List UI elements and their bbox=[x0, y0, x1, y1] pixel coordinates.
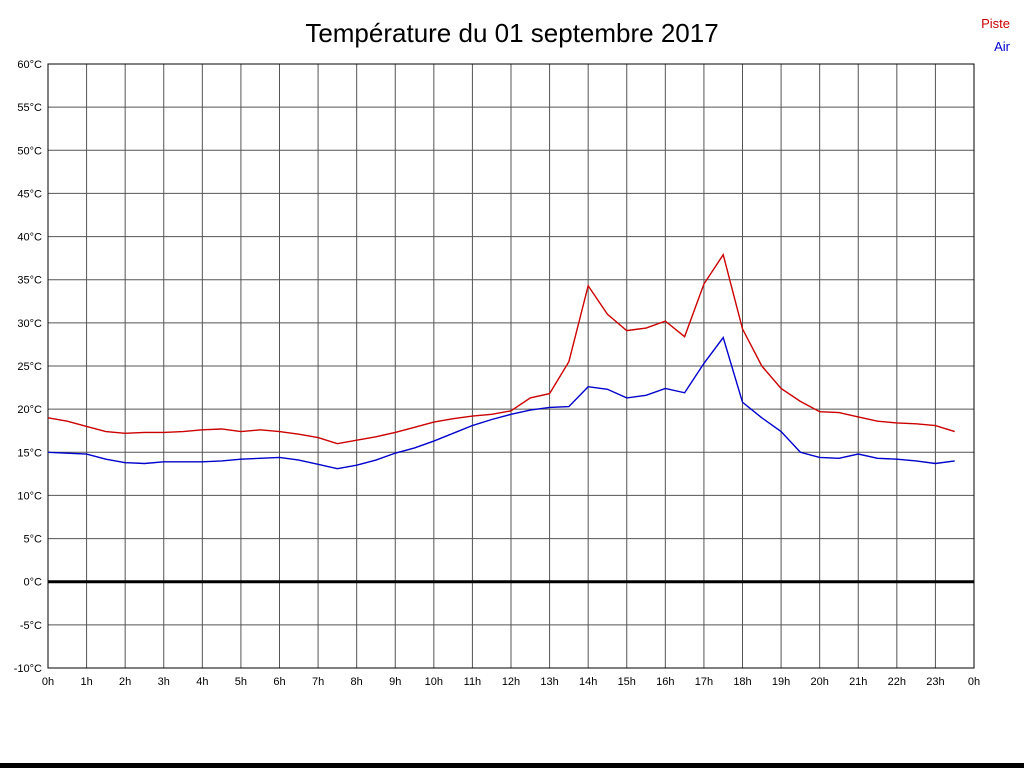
x-axis-tick-label: 8h bbox=[351, 676, 363, 688]
x-axis-tick-label: 10h bbox=[425, 676, 443, 688]
x-axis-tick-label: 17h bbox=[695, 676, 713, 688]
y-axis-tick-label: -10°C bbox=[14, 663, 42, 675]
y-axis-tick-label: 15°C bbox=[17, 447, 42, 459]
y-axis-tick-label: 5°C bbox=[24, 534, 43, 546]
legend-item-piste: Piste bbox=[981, 16, 1010, 31]
x-axis-tick-label: 2h bbox=[119, 676, 131, 688]
chart-legend: Piste Air bbox=[981, 12, 1010, 58]
x-axis-tick-label: 1h bbox=[80, 676, 92, 688]
x-axis-tick-label: 11h bbox=[464, 676, 482, 688]
x-axis-tick-label: 22h bbox=[888, 676, 906, 688]
x-axis-tick-label: 7h bbox=[312, 676, 324, 688]
x-axis-tick-label: 6h bbox=[273, 676, 285, 688]
y-axis-tick-label: 20°C bbox=[17, 404, 42, 416]
x-axis-tick-label: 16h bbox=[656, 676, 674, 688]
x-axis-tick-label: 12h bbox=[502, 676, 520, 688]
y-axis-tick-label: 50°C bbox=[17, 145, 42, 157]
x-axis-tick-label: 13h bbox=[540, 676, 558, 688]
y-axis-tick-label: 30°C bbox=[17, 318, 42, 330]
x-axis-tick-label: 23h bbox=[926, 676, 944, 688]
y-axis-tick-label: 10°C bbox=[17, 490, 42, 502]
x-axis-tick-label: 14h bbox=[579, 676, 597, 688]
x-axis-tick-label: 18h bbox=[733, 676, 751, 688]
x-axis-tick-label: 0h bbox=[968, 676, 980, 688]
bottom-border bbox=[0, 763, 1024, 768]
series-line-piste bbox=[47, 252, 955, 445]
y-axis-tick-label: 25°C bbox=[17, 361, 42, 373]
y-axis-tick-label: 45°C bbox=[17, 188, 42, 200]
plot-border bbox=[47, 63, 975, 669]
x-axis-tick-label: 20h bbox=[810, 676, 828, 688]
x-axis-tick-label: 3h bbox=[158, 676, 170, 688]
page-title: Température du 01 septembre 2017 bbox=[305, 18, 719, 48]
series-line-air bbox=[47, 335, 955, 470]
y-axis-tick-label: -5°C bbox=[20, 620, 42, 632]
x-axis-tick-label: 0h bbox=[42, 676, 54, 688]
y-axis-tick-label: 55°C bbox=[17, 102, 42, 114]
y-axis-tick-label: 40°C bbox=[17, 232, 42, 244]
x-axis-tick-label: 15h bbox=[618, 676, 636, 688]
x-axis-tick-label: 19h bbox=[772, 676, 790, 688]
y-axis-tick-label: 0°C bbox=[24, 577, 43, 589]
x-axis-tick-label: 4h bbox=[196, 676, 208, 688]
x-axis-tick-label: 5h bbox=[235, 676, 247, 688]
y-axis-tick-label: 35°C bbox=[17, 275, 42, 287]
x-axis-tick-label: 21h bbox=[849, 676, 867, 688]
y-axis-tick-label: 60°C bbox=[17, 59, 42, 71]
legend-item-air: Air bbox=[994, 39, 1010, 54]
x-axis-tick-label: 9h bbox=[389, 676, 401, 688]
